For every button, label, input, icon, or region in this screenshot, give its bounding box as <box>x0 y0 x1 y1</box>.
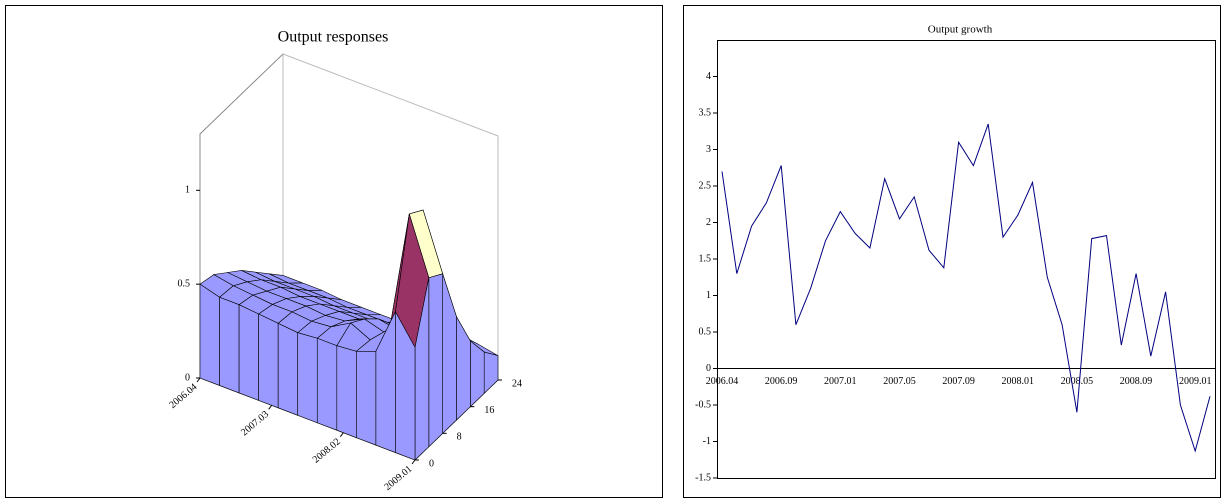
y-tick-label: -0.5 <box>695 399 711 410</box>
plot-frame <box>717 40 1216 479</box>
y-tick-label: 24 <box>512 378 522 389</box>
x-tick <box>339 432 344 437</box>
y-tick-label: 0 <box>429 458 434 469</box>
y-tick-label: 2 <box>706 217 711 228</box>
y-tick-label: -1 <box>703 436 711 447</box>
y-tick-label: 1.5 <box>699 253 712 264</box>
front-skirt <box>356 350 377 446</box>
right-panel <box>683 5 1221 498</box>
x-tick <box>411 459 416 465</box>
front-skirt <box>238 304 259 401</box>
y-tick-label: 1 <box>706 290 711 301</box>
x-tick-label: 2009.01 <box>1179 376 1212 387</box>
x-tick <box>196 377 201 383</box>
front-skirt <box>316 337 338 431</box>
y-tick-label: 2.5 <box>699 180 712 191</box>
x-tick-label: 2007.09 <box>942 376 975 387</box>
y-tick-label: 3 <box>706 144 711 155</box>
front-skirt <box>336 345 357 439</box>
front-skirt <box>199 283 220 386</box>
y-tick-label: 4 <box>706 71 711 82</box>
y-tick-label: 0.5 <box>699 326 712 337</box>
x-tick-label: 2008.01 <box>1002 376 1035 387</box>
x-tick-label: 2006.09 <box>765 376 798 387</box>
data-line <box>721 123 1211 453</box>
x-tick-label: 2006.04 <box>706 376 739 387</box>
front-skirt <box>219 296 240 394</box>
x-tick-label: 2007.01 <box>824 376 857 387</box>
chart-title: Output growth <box>928 24 993 36</box>
front-skirt <box>258 313 279 409</box>
x-tick-label: 2008.09 <box>1120 376 1153 387</box>
z-tick-label: 0.5 <box>178 278 191 289</box>
side-skirt <box>428 273 443 448</box>
y-tick-label: 16 <box>484 405 494 416</box>
x-tick <box>268 405 273 410</box>
line-chart: -1.5 -1 -0.5 0 0.5 1 1.5 2 2.5 3 3.5 4 2006.04 2006.0… <box>695 71 1215 483</box>
front-skirt <box>297 332 318 424</box>
chart-title: Output responses <box>278 29 389 46</box>
z-tick-label: 0 <box>185 372 190 383</box>
y-tick-label: 0 <box>706 363 711 374</box>
front-skirt <box>277 322 299 416</box>
y-tick-label: 3.5 <box>699 107 712 118</box>
x-tick-label: 2008.05 <box>1061 376 1094 387</box>
y-tick-label: 8 <box>457 432 462 443</box>
z-tick-label: 1 <box>185 185 190 196</box>
y-tick-label: -1.5 <box>695 472 711 483</box>
x-tick-label: 2007.05 <box>883 376 916 387</box>
front-skirt <box>395 311 416 461</box>
